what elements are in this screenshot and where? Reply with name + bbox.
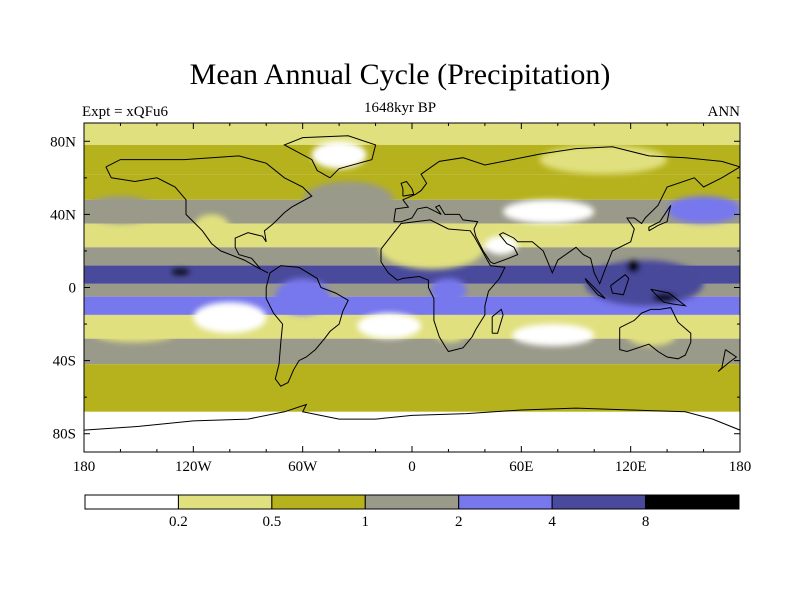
experiment-label: Expt = xQFu6 [82,104,168,120]
coastline-greenland [283,135,377,179]
feature-philippines-extreme [627,260,640,273]
coastline-eurasia [393,146,740,286]
coastline-africa [380,219,506,353]
x-tick-label: 180 [729,459,752,475]
coastline-indonesia-sumatra [584,278,606,299]
y-tick-label: 80S [53,427,76,443]
feature-new-guinea-extreme [652,292,677,303]
colorbar-swatch-4 [458,494,553,510]
precip-features [84,141,740,452]
colorbar-label: 8 [642,514,650,530]
coastline-borneo [610,274,630,296]
colorbar-swatch-3 [364,494,460,510]
feature-west-pacific-extreme [171,269,190,275]
precip-band-12 [84,393,740,412]
coastline-antarctica [84,403,740,431]
coastlines [84,135,740,431]
feature-western-us-dry [193,214,230,242]
y-tick-label: 80N [50,134,76,150]
coastline-new-guinea [650,288,688,307]
season-label: ANN [707,104,741,120]
feature-north-pacific-storm-w [84,196,157,224]
feature-central-asia-dry [503,199,595,224]
precip-band-10 [84,338,740,365]
coastline-australia [619,307,692,360]
colorbar-swatch-5 [551,494,647,510]
colorbar-label: 4 [548,514,556,530]
feature-north-pacific-storm [667,196,740,224]
feature-arabia-dry [484,236,518,255]
feature-amazon-wet [275,278,330,315]
colorbar-swatch-1 [177,494,273,510]
colorbar-label: 0.5 [262,514,281,530]
chart-title: Mean Annual Cycle (Precipitation) [189,58,611,91]
colorbar-swatch-0 [84,494,179,510]
feature-north-atlantic-storm [302,181,394,219]
feature-southern-africa-dry [433,320,467,343]
colorbar-label: 1 [362,514,370,530]
feature-south-pacific-dry [93,324,176,343]
feature-antarctica [84,419,740,452]
colorbar: 0.2 0.5 1 2 4 8 [84,494,740,530]
coastline-japan [648,205,672,232]
feature-greenland-dry [311,141,367,169]
precip-band-7 [84,283,740,297]
x-tick-label: 120W [175,459,213,475]
feature-australia-dry [627,324,677,346]
coastline-madagascar [491,308,504,334]
feature-sahara-yellow [379,225,485,270]
x-tick-label: 120E [615,459,647,475]
map-field [84,123,740,452]
colorbar-label: 0.2 [169,514,188,530]
y-tick-label: 40S [53,354,76,370]
feature-south-atlantic-dry [357,313,422,339]
feature-indian-ocean-dry [512,324,595,346]
coastline-south-america [265,265,349,387]
coastline-britain [400,180,415,197]
feature-maritime-continent-wet [585,260,704,306]
colorbar-swatch-6 [645,494,740,510]
x-tick-label: 0 [408,459,416,475]
y-tick-label: 0 [69,281,77,297]
precip-band-3 [84,199,740,224]
feature-siberia-dry [539,144,668,175]
precip-band-11 [84,364,740,394]
colorbar-label: 2 [455,514,463,530]
x-tick-label: 180 [73,459,96,475]
y-tick-label: 40N [50,207,76,223]
coastline-new-zealand [717,349,738,372]
precip-band-0 [84,123,740,145]
colorbar-swatch-2 [271,494,366,510]
x-tick-label: 60W [288,459,318,475]
axes: 180 120W 60W 0 60E 120E 180 80N 40N 0 40S 80S [50,123,751,475]
precip-band-6 [84,265,740,284]
coastline-north-america [105,155,313,274]
x-tick-label: 60E [509,459,533,475]
period-label: 1648kyr BP [363,100,437,116]
feature-congo-wet [430,278,467,303]
feature-east-pacific-dry [193,302,267,334]
